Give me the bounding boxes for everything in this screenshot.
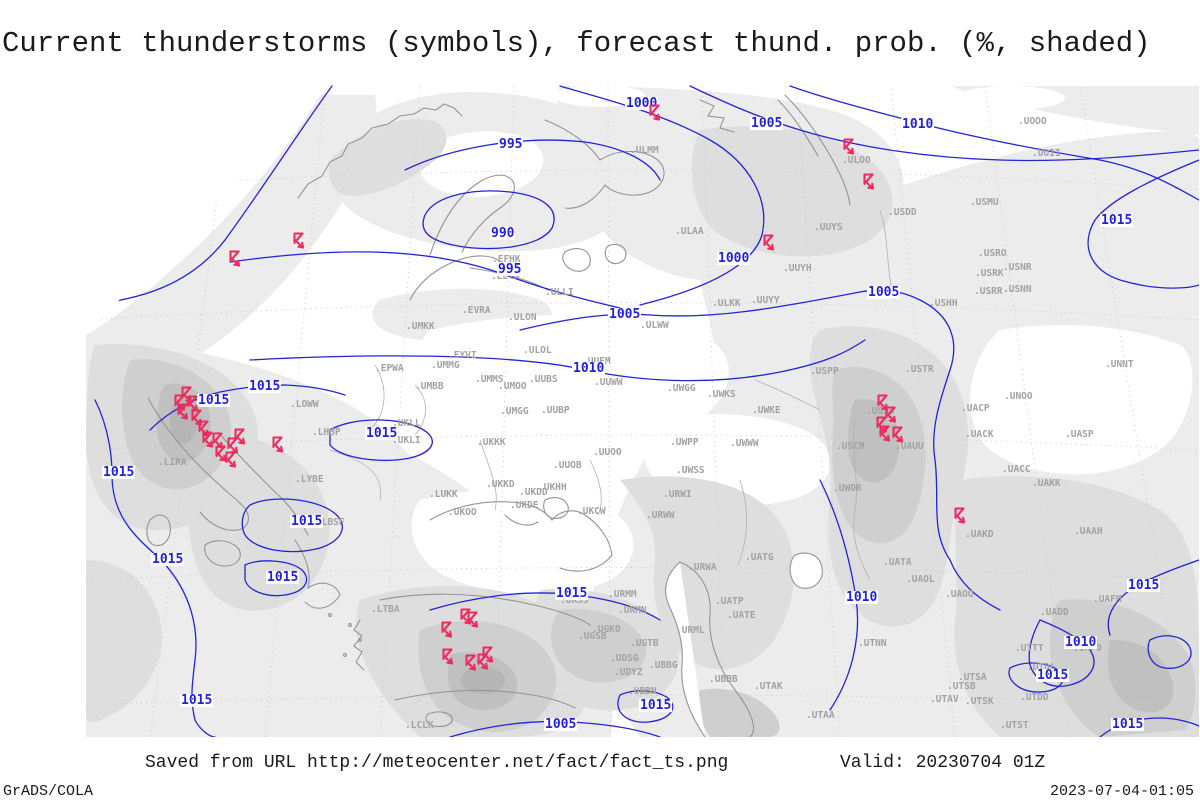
map-title: Current thunderstorms (symbols), forecas…	[2, 27, 1151, 60]
grads-credit-text: GrADS/COLA	[3, 783, 94, 800]
valid-time-text: Valid: 20230704 01Z	[840, 753, 1046, 773]
probability-shading	[85, 85, 1199, 737]
source-url-text: Saved from URL http://meteocenter.net/fa…	[145, 753, 729, 773]
graticule-grid	[85, 85, 1199, 737]
generation-timestamp-text: 2023-07-04-01:05	[1049, 783, 1194, 800]
coastlines	[146, 94, 851, 737]
